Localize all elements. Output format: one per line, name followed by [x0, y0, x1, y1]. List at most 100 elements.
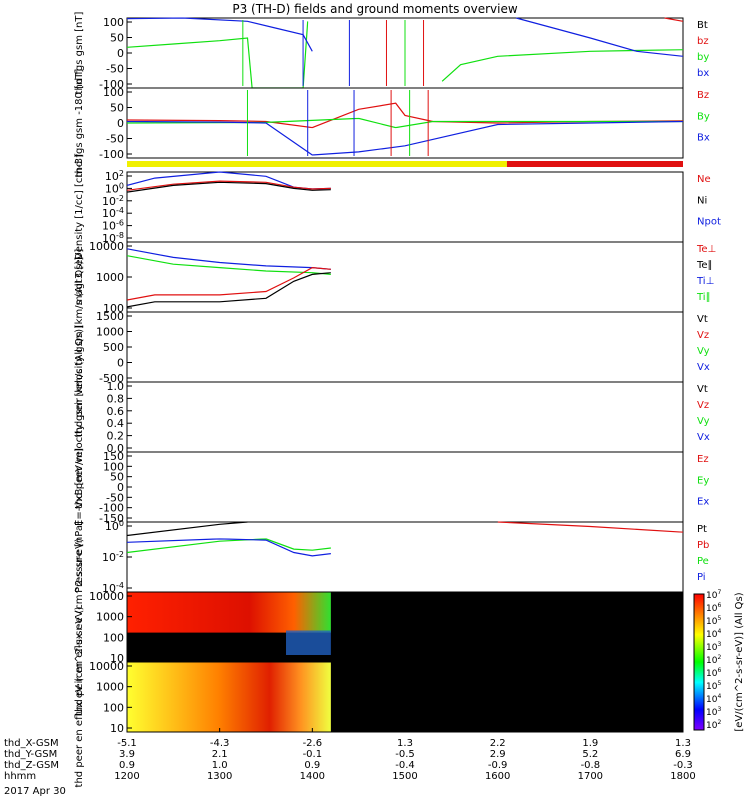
panel-frame	[126, 311, 684, 383]
y-tick-label: 10-2	[102, 194, 124, 208]
colorbar-tick-label: 105	[706, 615, 721, 627]
series-line-Te∥	[127, 273, 331, 307]
ephemeris-value: 1.9	[582, 738, 598, 749]
y-tick-label: 10-2	[102, 550, 124, 564]
legend-entry: Ex	[697, 497, 709, 508]
ephemeris-value: -4.3	[210, 738, 230, 749]
y-tick-label: 100	[103, 701, 124, 714]
colorbar-tick-label: 105	[706, 680, 721, 692]
state-bar-red	[506, 161, 683, 167]
ephemeris-label: thd_Z-GSM	[4, 760, 59, 771]
series-line-Ni	[127, 182, 331, 192]
y-tick-label: 500	[103, 341, 124, 354]
ephemeris-value: 1500	[392, 771, 417, 782]
y-tick-label: 0	[117, 481, 124, 494]
legend-entry: Pe	[697, 556, 709, 567]
y-tick-label: 10-4	[102, 581, 124, 595]
y-tick-label: -50	[106, 133, 124, 146]
panel-10: 10000 1000 100 10 thd peer en eflux eV (cm^2…	[74, 606, 684, 787]
legend-entry: Ez	[697, 454, 709, 465]
ephemeris-value: -0.1	[303, 749, 323, 760]
legend-entry: Vt	[697, 314, 708, 325]
y-tick-label: -100	[99, 78, 124, 91]
series-line-red_after	[665, 18, 684, 21]
y-tick-label: 100	[103, 86, 124, 99]
y-tick-label: 10-4	[102, 206, 124, 220]
legend-entry: by	[697, 52, 709, 63]
panel-6: 1.00.80.60.40.20.0 thd peer velocity gsm …	[74, 325, 710, 509]
heatmap-ion-flux-low	[286, 630, 331, 655]
y-tick-label: 10	[110, 652, 124, 665]
ephemeris-value: 1800	[670, 771, 695, 782]
panel-2: 100 50 0 -50 -100 thd fgs gsm -180 [nT] Bz By Bx	[74, 69, 710, 178]
y-tick-label: -50	[106, 491, 124, 504]
ephemeris-value: -0.8	[581, 760, 601, 771]
legend-entry: Npot	[697, 217, 721, 228]
series-line-Bx	[127, 122, 683, 156]
legend-entry: Vx	[697, 362, 710, 373]
ephemeris-value: 1.3	[397, 738, 413, 749]
series-line-Pb	[498, 522, 683, 532]
legend-entry: Ti⊥	[696, 276, 714, 287]
legend-entry: Vx	[697, 432, 710, 443]
series-line-bx	[127, 18, 312, 51]
legend-entry: bz	[697, 36, 709, 47]
legend-entry: Te⊥	[696, 244, 716, 255]
ephemeris-value: 1600	[485, 771, 510, 782]
y-tick-label: -100	[99, 502, 124, 515]
y-axis-label: magt3 [eV]	[74, 249, 85, 306]
ephemeris-value: 3.9	[119, 749, 135, 760]
panel-frame	[126, 521, 684, 593]
ephemeris-value: 2.1	[212, 749, 228, 760]
panel-9: 10000 1000 100 10 thd peir en eflux eV (cm^2…	[74, 538, 684, 716]
series-line-green_after	[442, 50, 683, 82]
y-axis-label: thd peir velocity gsm [km/s (All Qs)]	[74, 257, 85, 438]
y-axis-label: thd peir en eflux eV (cm^2-s-sr-eV)	[74, 538, 85, 716]
ephemeris-value: 1.3	[675, 738, 691, 749]
series-line-Ti⊥	[127, 249, 331, 269]
y-tick-label: 10000	[89, 660, 124, 673]
legend-entry: Bx	[697, 133, 710, 144]
y-tick-label: 150	[103, 450, 124, 463]
ephemeris-value: 0.9	[119, 760, 135, 771]
heatmap-electron-flux	[127, 662, 331, 732]
legend-entry: Pb	[697, 540, 709, 551]
panel-frame	[126, 381, 684, 453]
legend-entry: Ey	[697, 475, 709, 486]
y-tick-label: 100	[105, 181, 124, 195]
ephemeris-label: thd_X-GSM	[4, 738, 59, 749]
y-tick-label: 50	[110, 102, 124, 115]
legend-entry: Bz	[697, 90, 709, 101]
panel-5: 1500 1000 500 0 -500 thd peir velocity gsm [k…	[74, 257, 710, 438]
series-line-by	[127, 21, 308, 88]
ephemeris-value: -0.5	[395, 749, 415, 760]
y-axis-label: thd peer velocity gsm [km/s (All Qs)]	[74, 325, 85, 509]
y-tick-label: 50	[110, 471, 124, 484]
ephemeris-label: thd_Y-GSM	[4, 749, 57, 760]
ephemeris-value: 5.2	[582, 749, 598, 760]
colorbar-tick-label: 102	[706, 719, 721, 731]
y-tick-label: -150	[99, 512, 124, 525]
y-tick-label: 1.0	[107, 380, 125, 393]
legend-entry: Vt	[697, 384, 708, 395]
y-tick-label: -100	[99, 148, 124, 161]
y-axis-label: Pressure [nPa]	[74, 521, 85, 593]
colorbar-tick-label: 104	[706, 693, 721, 705]
ephemeris-value: 1200	[114, 771, 139, 782]
y-tick-label: 10-6	[102, 219, 124, 233]
state-bar-yellow	[127, 161, 507, 167]
y-axis-label: Density [1/cc] [cm-3]	[74, 154, 85, 260]
y-tick-label: -50	[106, 63, 124, 76]
colorbar-tick-label: 103	[706, 706, 721, 718]
heatmap-ion-flux	[127, 592, 331, 633]
y-tick-label: 1500	[96, 310, 124, 323]
y-axis-label: thd peer en eflux eV (cm^2-s-sr-eV)	[74, 606, 85, 787]
series-line-blue_after	[516, 18, 683, 56]
y-tick-label: 0.8	[107, 392, 125, 405]
ephemeris-value: 0.9	[304, 760, 320, 771]
ephemeris-value: 1.0	[212, 760, 228, 771]
legend-entry: By	[697, 111, 710, 122]
